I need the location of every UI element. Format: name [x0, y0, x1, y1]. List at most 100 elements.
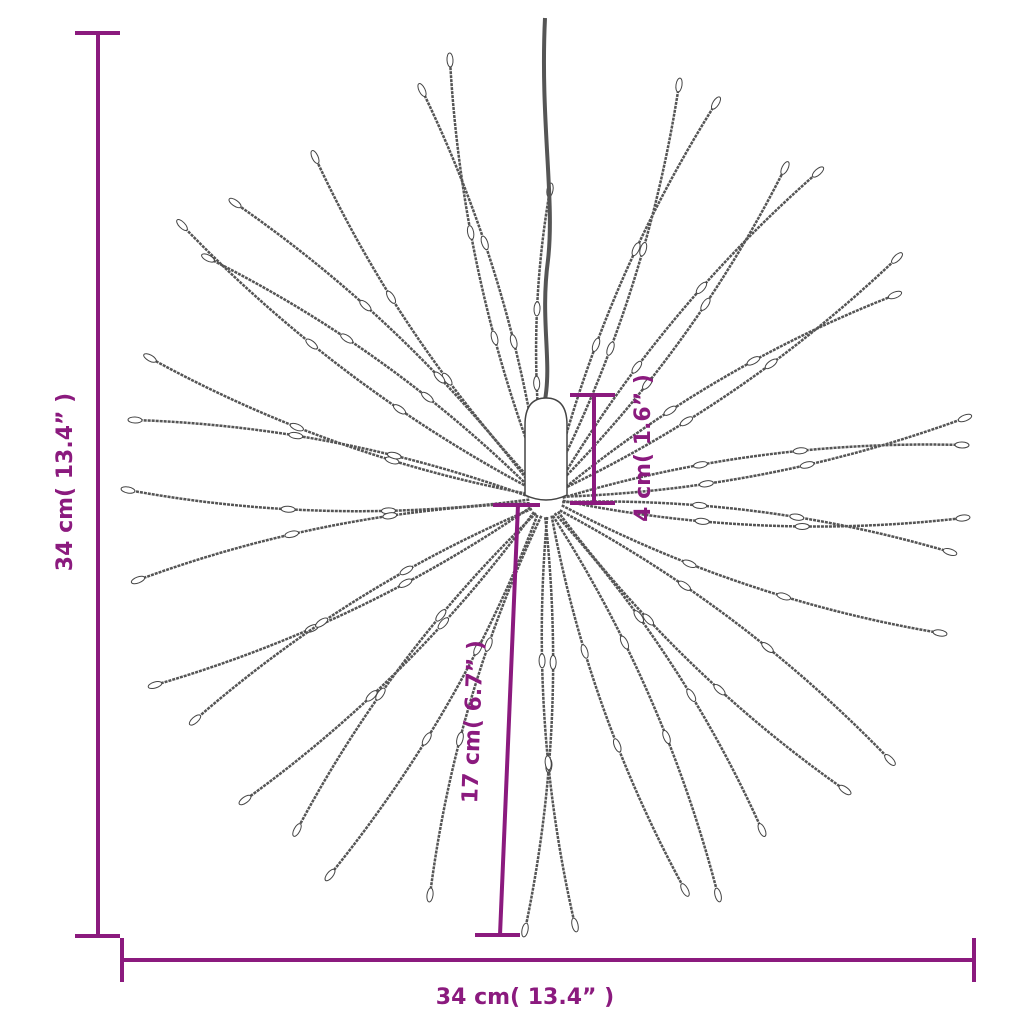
light-strand [523, 517, 555, 931]
led-bulb [633, 610, 645, 623]
height-label: 34 cm( 13.4” ) [53, 393, 78, 571]
led-bulb [544, 755, 552, 771]
led-bulb [631, 242, 641, 257]
led-bulb [292, 823, 302, 837]
light-strand [149, 356, 531, 496]
light-strand [154, 506, 532, 687]
light-strand [559, 257, 898, 492]
led-bulb [473, 641, 483, 656]
led-bulb [315, 617, 329, 628]
light-strand [127, 488, 530, 513]
led-bulb [580, 644, 589, 659]
led-bulb [426, 887, 434, 903]
light-strand [562, 499, 964, 528]
led-bulb [521, 922, 529, 938]
strand-length-dimension: 17 cm( 6.7” ) [458, 503, 540, 937]
led-bulb [955, 514, 971, 522]
light-strand [428, 515, 543, 896]
led-bulb [359, 299, 372, 312]
led-bulb [799, 461, 815, 469]
center-cap [524, 397, 568, 501]
led-bulb [811, 166, 825, 178]
led-bulb [435, 609, 447, 622]
led-bulb [639, 241, 648, 257]
led-bulb [714, 887, 722, 903]
led-bulb [437, 617, 450, 630]
led-bulb [954, 441, 970, 449]
led-bulb [324, 868, 336, 882]
led-bulb [619, 635, 630, 650]
led-bulb [382, 512, 398, 520]
led-bulb [340, 333, 354, 344]
led-bulb [713, 683, 726, 696]
led-bulb [792, 447, 808, 455]
light-strand [555, 171, 819, 488]
led-bulb [130, 575, 146, 585]
led-bulb [480, 235, 489, 251]
led-bulb [932, 629, 948, 637]
led-bulb [228, 197, 242, 209]
led-bulb [176, 219, 188, 231]
led-bulb [662, 729, 671, 745]
light-strand [554, 167, 787, 488]
led-bulb [679, 416, 694, 427]
led-bulb [143, 353, 157, 363]
led-bulb [631, 360, 643, 374]
led-bulb [417, 83, 427, 97]
led-bulb [710, 96, 722, 110]
led-bulb [533, 375, 541, 391]
led-bulb [310, 150, 320, 164]
led-bulb [677, 580, 691, 591]
width-dimension: 34 cm( 13.4” ) [120, 938, 976, 1010]
led-bulb [490, 330, 499, 346]
led-bulb [887, 290, 903, 300]
light-strand [562, 443, 963, 499]
led-bulb [694, 517, 710, 525]
light-strand [561, 504, 941, 635]
light-strand [134, 418, 530, 498]
light-strand [559, 293, 896, 493]
led-bulb [571, 917, 579, 933]
led-bulb [942, 548, 958, 556]
led-bulb [433, 371, 446, 384]
led-bulb [466, 225, 475, 240]
led-bulb [591, 337, 601, 352]
led-bulb [538, 653, 546, 669]
led-bulb [120, 486, 136, 494]
strand-length-label: 17 cm( 6.7” ) [458, 640, 489, 804]
led-bulb [421, 732, 432, 746]
led-bulb [692, 501, 708, 509]
light-strand [194, 507, 533, 721]
led-bulb [682, 559, 697, 569]
led-bulb [764, 358, 778, 370]
led-bulb [284, 530, 300, 539]
led-bulb [533, 301, 541, 317]
light-strand [550, 84, 681, 484]
light-strands [120, 52, 973, 938]
light-strand [420, 89, 543, 484]
led-bulb [549, 654, 557, 670]
led-bulb [365, 690, 378, 702]
light-strand [551, 515, 720, 896]
led-bulb [398, 578, 413, 588]
led-bulb [693, 461, 708, 469]
led-bulb [509, 334, 518, 349]
cap-height-dimension: 4 cm( 1.6” ) [570, 374, 656, 522]
led-bulb [421, 391, 434, 403]
led-bulb [695, 281, 708, 295]
light-strand [540, 516, 577, 926]
led-bulb [386, 451, 402, 460]
power-cable [541, 17, 552, 401]
led-bulb [127, 416, 143, 424]
led-bulb [698, 480, 714, 488]
led-bulb [957, 413, 973, 423]
led-bulb [746, 356, 761, 366]
led-bulb [456, 731, 464, 747]
led-bulb [288, 431, 304, 440]
led-bulb [375, 687, 386, 701]
led-bulb [686, 688, 697, 702]
led-bulb [757, 822, 767, 838]
width-label: 34 cm( 13.4” ) [436, 985, 614, 1010]
led-bulb [446, 52, 454, 68]
